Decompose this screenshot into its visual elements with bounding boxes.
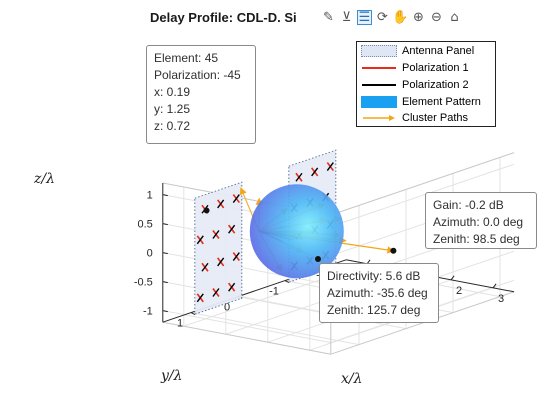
pan-hand-icon[interactable]: ✋ <box>392 10 409 25</box>
datatip-line: Directivity: 5.6 dB <box>327 269 421 283</box>
legend-item-polarization-2: Polarization 2 <box>361 77 469 93</box>
legend-label: Antenna Panel <box>402 45 475 57</box>
y-axis-label: y/λ <box>161 368 183 384</box>
y-tick-label: 0 <box>224 302 230 314</box>
datatip-line: Azimuth: 0.0 deg <box>433 215 524 229</box>
datatip-line: y: 1.25 <box>154 102 191 116</box>
axis-edge <box>330 152 515 216</box>
grid-line <box>330 163 515 228</box>
legend-item-element-pattern: Element Pattern <box>361 94 481 110</box>
z-tick-mark <box>162 223 168 226</box>
x-tick-label: 3 <box>498 293 504 305</box>
y-tick-label: -1 <box>269 286 279 298</box>
rotate-3d-icon[interactable]: ⟳ <box>377 10 388 25</box>
polarization-2-element <box>196 235 204 245</box>
brush-icon[interactable]: ✎ <box>323 10 334 25</box>
datatip-line: Azimuth: -35.6 deg <box>327 286 428 300</box>
zoom-in-icon[interactable]: ⊕ <box>413 10 424 25</box>
z-tick-label: 1 <box>147 190 153 202</box>
polarization-2-swatch <box>361 79 397 91</box>
legend-label: Polarization 2 <box>402 79 469 91</box>
datatip-points <box>203 207 397 262</box>
legend-label: Polarization 1 <box>402 62 469 74</box>
x-tick-mark <box>450 275 455 281</box>
y-tick-label: 1 <box>177 318 183 330</box>
datatip-line: Element: 45 <box>154 51 219 65</box>
legend-item-antenna-panel: Antenna Panel <box>361 43 474 59</box>
z-tick-label: -0.5 <box>134 277 153 289</box>
datatip-line: z: 0.72 <box>154 119 191 133</box>
home-icon[interactable]: ⌂ <box>450 10 459 25</box>
y-tick-mark <box>190 312 196 316</box>
datatip-anchor-element <box>203 207 210 214</box>
z-tick-mark <box>162 252 168 255</box>
legend-label: Cluster Paths <box>402 112 469 124</box>
polarization-2-element <box>311 167 319 177</box>
datatip-line: Polarization: -45 <box>154 68 241 82</box>
grid-line <box>162 281 331 315</box>
datatip-line: x: 0.19 <box>154 85 191 99</box>
legend-label: Element Pattern <box>402 96 481 108</box>
antenna-panel-swatch <box>361 45 397 57</box>
polarization-2-element <box>212 288 220 297</box>
datatip-element[interactable]: Element: 45 Polarization: -45 x: 0.19 y:… <box>146 45 256 144</box>
polarization-2-element <box>295 172 303 182</box>
element-pattern-sphere <box>249 184 344 279</box>
z-tick-mark <box>162 310 168 313</box>
axis-edge <box>330 291 515 355</box>
x-axis-label: x/λ <box>341 371 363 387</box>
polarization-2-element <box>201 262 209 272</box>
datatip-icon[interactable]: ⊻ <box>341 10 352 25</box>
z-tick-label: -1 <box>143 306 153 318</box>
grid-line <box>162 252 331 286</box>
cluster-paths-swatch <box>361 112 397 124</box>
polarization-2-element <box>217 257 225 267</box>
chart-legend[interactable]: Antenna Panel Polarization 1 Polarizatio… <box>356 41 496 127</box>
polarization-2-element <box>326 162 334 171</box>
datatip-anchor-directivity <box>315 256 321 262</box>
legend-toggle-icon[interactable]: ☰ <box>357 10 372 25</box>
chart-title: Delay Profile: CDL-D. Si <box>150 10 297 25</box>
polarization-2-element <box>217 199 225 209</box>
polarization-2-element <box>232 252 240 261</box>
x-tick-label: 2 <box>456 285 462 297</box>
element-pattern <box>249 184 344 279</box>
polarization-1-swatch <box>361 62 397 74</box>
x-tick-mark <box>492 283 497 289</box>
z-tick-mark <box>162 194 168 197</box>
y-tick-mark <box>284 280 290 284</box>
zoom-out-icon[interactable]: ⊖ <box>431 10 442 25</box>
axis-ticks: 10.50-0.5-110-1-20123 <box>134 190 504 330</box>
z-tick-label: 0 <box>147 248 153 260</box>
datatip-directivity[interactable]: Directivity: 5.6 dB Azimuth: -35.6 deg Z… <box>319 263 439 323</box>
polarization-2-element <box>196 293 204 303</box>
antenna-panel <box>194 181 243 315</box>
legend-item-cluster-paths: Cluster Paths <box>361 110 468 126</box>
polarization-2-element <box>212 230 220 239</box>
datatip-line: Zenith: 98.5 deg <box>433 232 520 246</box>
z-tick-mark <box>162 281 168 284</box>
polarization-2-element <box>228 224 236 234</box>
datatip-path-gain[interactable]: Gain: -0.2 dB Azimuth: 0.0 deg Zenith: 9… <box>425 192 537 249</box>
datatip-line: Zenith: 125.7 deg <box>327 303 421 317</box>
element-pattern-swatch <box>361 96 397 108</box>
z-axis-label: z/λ <box>34 171 55 187</box>
polarization-2-element <box>232 194 240 203</box>
z-tick-label: 0.5 <box>138 219 153 231</box>
axis-edge <box>162 321 331 355</box>
polarization-2-element <box>228 282 236 292</box>
legend-item-polarization-1: Polarization 1 <box>361 60 469 76</box>
datatip-line: Gain: -0.2 dB <box>433 198 504 212</box>
datatip-anchor-path <box>390 247 397 254</box>
